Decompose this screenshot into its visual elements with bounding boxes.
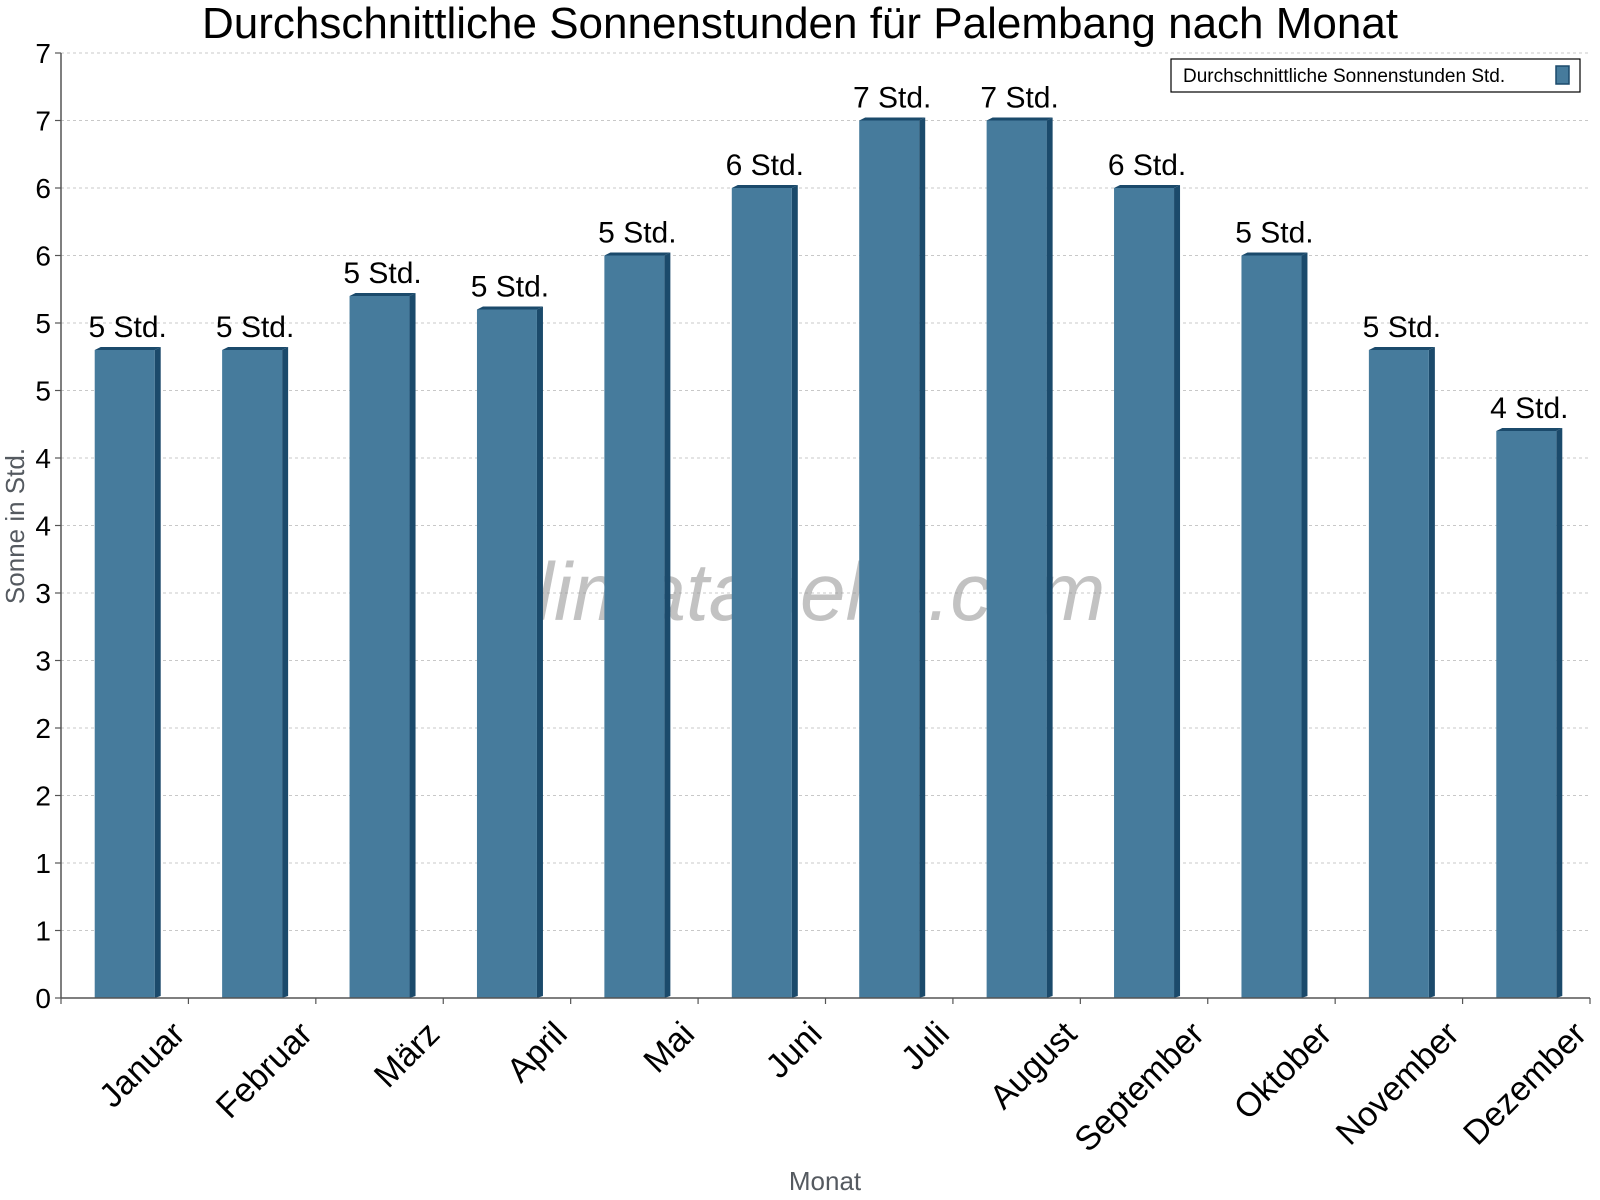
legend-swatch [1555, 65, 1570, 85]
bar-side [1556, 428, 1563, 998]
chart-title: Durchschnittliche Sonnenstunden für Pale… [202, 0, 1398, 48]
y-axis-title: Sonne in Std. [0, 448, 30, 604]
bar [1496, 431, 1557, 998]
x-axis-title: Monat [789, 1166, 862, 1196]
data-label: 6 Std. [1108, 149, 1186, 182]
bar-side [1046, 117, 1053, 998]
y-tick-label: 3 [35, 578, 51, 609]
bar-side [154, 347, 161, 998]
data-label: 5 Std. [1363, 311, 1441, 344]
bar [1114, 188, 1175, 998]
data-label: 5 Std. [216, 311, 294, 344]
data-labels: 5 Std. 5 Std. 5 Std. 5 Std. 5 Std. 6 Std. 7 St… [89, 82, 1569, 426]
data-label: 5 Std. [598, 217, 676, 250]
bar-side [664, 252, 671, 998]
bar [604, 255, 665, 998]
bar-top [1368, 347, 1435, 350]
data-label: 4 Std. [1490, 392, 1568, 425]
y-tick-label: 4 [35, 511, 51, 542]
bar-side [1301, 252, 1308, 998]
bar [94, 350, 155, 998]
y-tick-label: 4 [35, 443, 51, 474]
y-tick-label: 0 [35, 983, 51, 1014]
bar-side [1428, 347, 1435, 998]
grid-lines [61, 52, 1590, 931]
bar-top [604, 252, 671, 256]
y-axis-ticks: 0 1 1 2 2 3 3 4 4 5 5 6 6 7 7 [35, 38, 61, 1014]
data-label: 5 Std. [1235, 217, 1313, 250]
legend: Durchschnittliche Sonnenstunden Std. [1170, 58, 1581, 93]
data-label: 6 Std. [726, 149, 804, 182]
bar-top [1241, 252, 1308, 256]
y-tick-label: 3 [35, 646, 51, 677]
bar-top [731, 185, 798, 188]
y-tick-label: 2 [35, 781, 51, 812]
bar-side [536, 306, 543, 998]
bar-side [1174, 185, 1181, 998]
bar-top [1114, 185, 1181, 188]
y-tick-label: 7 [35, 38, 51, 69]
data-label: 7 Std. [980, 82, 1058, 115]
data-label: 5 Std. [471, 271, 549, 304]
bar [476, 309, 537, 998]
legend-label: Durchschnittliche Sonnenstunden Std. [1183, 66, 1505, 87]
bar [1241, 255, 1302, 998]
data-label: 5 Std. [89, 311, 167, 344]
bar-top [94, 347, 161, 350]
y-tick-label: 5 [35, 376, 51, 407]
bar-side [919, 117, 926, 998]
bar [986, 120, 1047, 998]
bar [731, 188, 792, 998]
bar-top [1496, 428, 1563, 431]
bar-top [859, 117, 926, 121]
y-tick-label: 6 [35, 173, 51, 204]
y-tick-label: 1 [35, 916, 51, 947]
y-tick-label: 2 [35, 713, 51, 744]
y-tick-label: 5 [35, 308, 51, 339]
bar-side [791, 185, 798, 998]
bar [1368, 350, 1429, 998]
bar [349, 296, 410, 998]
data-label: 5 Std. [343, 257, 421, 290]
bar-top [986, 117, 1053, 121]
bar [859, 120, 920, 998]
y-tick-label: 6 [35, 241, 51, 272]
bar-top [349, 293, 416, 296]
legend-box [1170, 58, 1581, 93]
bar [222, 350, 283, 998]
bar-top [476, 306, 543, 310]
y-tick-label: 7 [35, 106, 51, 137]
bar-top [222, 347, 289, 350]
data-label: 7 Std. [853, 82, 931, 115]
bars [94, 117, 1563, 998]
y-tick-label: 1 [35, 848, 51, 879]
bar-side [282, 347, 289, 998]
bar-side [409, 293, 416, 998]
